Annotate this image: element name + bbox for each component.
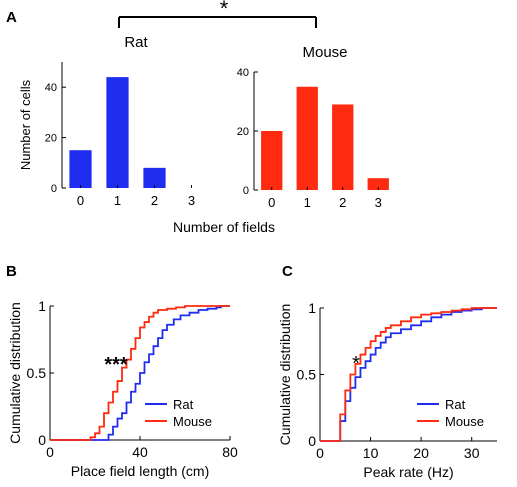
significance-star-a: * xyxy=(220,0,229,21)
bar-3 xyxy=(367,178,389,190)
chart-place-field-cdf: 0 0.5 1 0 40 80 Rat Mouse Place field length (cm… xyxy=(7,298,238,479)
panel-label-c: C xyxy=(282,263,293,280)
bar-1 xyxy=(296,86,318,190)
y-tick-label: 40 xyxy=(45,82,57,94)
significance-star-c: * xyxy=(352,353,360,375)
x-tick-label: 40 xyxy=(132,444,148,460)
x-tick-label: 1 xyxy=(304,195,311,210)
significance-bracket-a xyxy=(118,16,317,28)
chart-title-rat: Rat xyxy=(124,34,148,51)
x-tick-label: 20 xyxy=(413,445,429,461)
y-tick-label: 0 xyxy=(308,433,316,449)
y-tick-label: 20 xyxy=(237,126,249,138)
y-tick-label: 0 xyxy=(243,185,249,197)
series-line-mouse xyxy=(50,305,230,441)
bar-1 xyxy=(106,77,129,188)
x-tick-label: 0 xyxy=(316,445,324,461)
bar-0 xyxy=(69,150,92,188)
x-tick-label: 3 xyxy=(375,195,382,210)
y-tick-label: 20 xyxy=(45,133,57,145)
x-axis-label: Peak rate (Hz) xyxy=(363,464,453,480)
chart-mouse-bars: 0 20 40 0 1 2 3 Mouse xyxy=(237,44,389,210)
x-tick-label: 2 xyxy=(151,193,158,208)
x-axis-label: Place field length (cm) xyxy=(71,463,210,479)
x-tick-label: 10 xyxy=(363,445,379,461)
x-tick-label: 80 xyxy=(222,444,238,460)
x-tick-label: 30 xyxy=(464,445,480,461)
panel-label-b: B xyxy=(6,263,17,280)
legend-label-mouse: Mouse xyxy=(445,414,484,429)
y-axis-label: Cumulative distribution xyxy=(7,302,23,444)
x-tick-label: 2 xyxy=(339,195,346,210)
y-tick-label: 0 xyxy=(38,432,46,448)
x-tick-label: 3 xyxy=(188,193,195,208)
legend-label-rat: Rat xyxy=(445,397,466,412)
x-tick-label: 0 xyxy=(77,193,84,208)
y-tick-label: 1 xyxy=(38,298,46,314)
y-axis-label: Cumulative distribution xyxy=(277,304,293,446)
bar-2 xyxy=(143,167,166,188)
legend-label-rat: Rat xyxy=(173,397,194,412)
series-line-rat xyxy=(50,305,230,441)
x-tick-label: 0 xyxy=(268,195,275,210)
y-tick-label: 1 xyxy=(308,300,316,316)
chart-rat-bars: 0 20 40 0 1 2 3 Rat Number of cells xyxy=(18,34,195,208)
y-tick-label: 0 xyxy=(51,183,57,195)
legend-label-mouse: Mouse xyxy=(173,414,212,429)
bar-0 xyxy=(261,131,283,190)
series-line-mouse xyxy=(320,307,497,442)
panel-label-a: A xyxy=(6,9,17,26)
y-tick-label: 40 xyxy=(237,67,249,79)
y-axis-label: Number of cells xyxy=(18,79,33,170)
x-tick-label: 0 xyxy=(46,444,54,460)
y-tick-label: 0.5 xyxy=(27,365,47,381)
y-tick-label: 0.5 xyxy=(297,367,317,383)
bar-2 xyxy=(332,104,354,190)
x-tick-label: 1 xyxy=(114,193,121,208)
significance-stars-b: *** xyxy=(104,354,128,376)
chart-title-mouse: Mouse xyxy=(302,44,347,61)
x-axis-label-a: Number of fields xyxy=(173,219,275,235)
